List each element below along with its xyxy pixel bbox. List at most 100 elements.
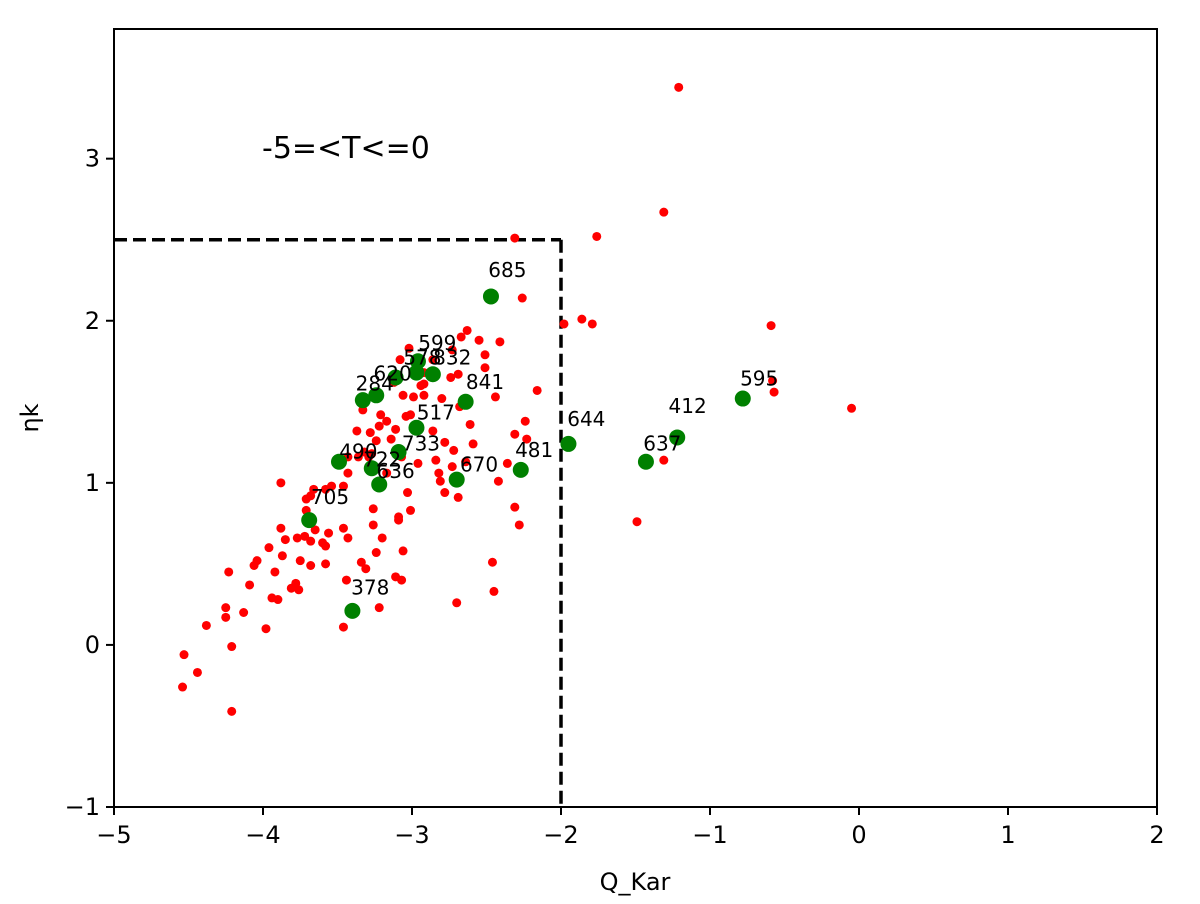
red-point <box>364 452 374 462</box>
red-point <box>419 390 429 400</box>
red-point <box>437 394 447 404</box>
red-point <box>338 622 348 632</box>
red-point <box>306 536 316 546</box>
green-point <box>560 435 577 452</box>
red-point <box>292 533 302 543</box>
red-point <box>587 319 597 329</box>
red-point <box>440 488 450 498</box>
red-point <box>306 560 316 570</box>
point-label: 378 <box>351 576 389 600</box>
red-point <box>559 319 569 329</box>
green-point <box>408 419 425 436</box>
point-label: 517 <box>417 401 455 425</box>
red-point <box>406 410 416 420</box>
x-tick-label: −2 <box>543 821 578 849</box>
red-point <box>847 403 857 413</box>
x-tick-label: 2 <box>1149 821 1164 849</box>
red-point <box>440 437 450 447</box>
red-point <box>338 481 348 491</box>
red-point <box>480 363 490 373</box>
red-point <box>368 520 378 530</box>
red-point <box>510 429 520 439</box>
red-point <box>352 426 362 436</box>
point-label: 685 <box>488 258 526 282</box>
green-point <box>390 444 407 461</box>
green-point <box>368 387 385 404</box>
red-point <box>474 335 484 345</box>
x-axis-label: Q_Kar <box>600 868 671 896</box>
red-point <box>514 520 524 530</box>
red-point <box>273 595 283 605</box>
red-point <box>674 82 684 92</box>
y-axis-label: ηk <box>16 403 44 432</box>
red-point <box>532 385 542 395</box>
green-point <box>354 392 371 409</box>
red-point <box>397 575 407 585</box>
point-label: 722 <box>363 448 401 472</box>
red-point <box>286 583 296 593</box>
red-point <box>452 598 462 608</box>
point-label: 832 <box>433 346 471 370</box>
x-tick-label: −4 <box>245 821 280 849</box>
red-point <box>343 468 353 478</box>
red-point <box>431 455 441 465</box>
green-point <box>344 602 361 619</box>
red-point <box>468 439 478 449</box>
y-tick-label: 3 <box>85 145 100 173</box>
plot-frame <box>113 28 1158 808</box>
red-point <box>324 528 334 538</box>
point-label: 412 <box>669 394 707 418</box>
red-point <box>428 426 438 436</box>
red-point <box>404 343 414 353</box>
red-point <box>659 207 669 217</box>
green-point <box>637 453 654 470</box>
red-point <box>403 488 413 498</box>
red-point <box>224 567 234 577</box>
red-point <box>446 372 456 382</box>
red-point <box>276 478 286 488</box>
red-point <box>461 457 471 467</box>
green-point <box>448 471 465 488</box>
red-point <box>264 543 274 553</box>
green-point <box>371 476 388 493</box>
red-point <box>338 523 348 533</box>
point-label: 670 <box>460 452 498 476</box>
red-point <box>391 424 401 434</box>
red-point <box>453 492 463 502</box>
red-point <box>493 476 503 486</box>
red-point <box>356 557 366 567</box>
red-point <box>353 452 363 462</box>
x-tick-label: −1 <box>692 821 727 849</box>
red-point <box>435 476 445 486</box>
y-tick-label: 0 <box>85 631 100 659</box>
red-point <box>453 369 463 379</box>
red-point <box>239 608 249 617</box>
red-point <box>365 428 375 438</box>
threshold-box <box>114 237 563 807</box>
red-point <box>462 325 472 335</box>
red-point <box>300 531 310 541</box>
red-point <box>227 706 237 716</box>
red-point <box>769 387 779 397</box>
red-point <box>490 392 500 402</box>
red-point <box>376 410 386 420</box>
x-tick-label: 0 <box>851 821 866 849</box>
red-point <box>361 564 371 574</box>
point-label: 841 <box>466 370 504 394</box>
red-point <box>465 419 475 429</box>
red-point <box>261 624 271 634</box>
red-point <box>408 392 418 402</box>
point-label: 705 <box>311 485 349 509</box>
x-tick-label: 1 <box>1000 821 1015 849</box>
red-point <box>382 468 392 478</box>
red-point <box>377 533 387 543</box>
red-point <box>371 436 381 446</box>
red-point <box>413 458 423 468</box>
point-label: 595 <box>740 367 778 391</box>
red-point <box>178 682 188 692</box>
y-tick-label: 1 <box>85 469 100 497</box>
red-point <box>382 416 392 426</box>
red-point <box>277 551 287 561</box>
